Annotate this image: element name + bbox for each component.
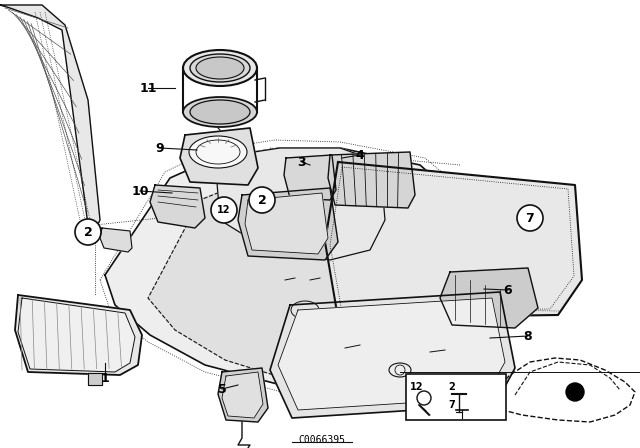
Polygon shape [440,268,538,328]
Circle shape [517,205,543,231]
Polygon shape [0,5,100,240]
Text: 8: 8 [524,329,532,343]
Text: 7: 7 [448,400,455,410]
Polygon shape [215,148,385,260]
Polygon shape [180,128,258,185]
Polygon shape [284,155,336,200]
Text: 6: 6 [504,284,512,297]
Polygon shape [18,298,135,372]
Ellipse shape [190,100,250,124]
Bar [406,374,506,420]
Polygon shape [100,228,132,252]
Ellipse shape [183,50,257,86]
Text: C0066395: C0066395 [298,435,346,445]
Polygon shape [105,148,470,390]
Polygon shape [150,185,205,228]
Text: 4: 4 [356,148,364,161]
Text: 11: 11 [140,82,157,95]
Text: 7: 7 [525,211,534,224]
Polygon shape [238,188,338,260]
Text: 5: 5 [218,383,227,396]
Ellipse shape [183,97,257,127]
Circle shape [249,187,275,213]
Polygon shape [218,368,268,422]
Polygon shape [15,295,142,375]
Text: 2: 2 [448,382,455,392]
Text: 12: 12 [217,205,231,215]
Ellipse shape [196,57,244,79]
Ellipse shape [190,54,250,82]
Text: 3: 3 [298,155,307,168]
Polygon shape [245,193,328,254]
Text: 2: 2 [258,194,266,207]
Polygon shape [328,152,415,208]
Ellipse shape [189,136,247,168]
Text: 10: 10 [131,185,148,198]
Text: 1: 1 [100,371,109,384]
Circle shape [75,219,101,245]
Text: 2: 2 [84,225,92,238]
Polygon shape [270,292,515,418]
Text: 12: 12 [410,382,424,392]
Polygon shape [278,298,505,410]
Polygon shape [148,168,430,380]
Polygon shape [88,373,102,385]
Circle shape [566,383,584,401]
Circle shape [211,197,237,223]
Polygon shape [222,372,263,418]
Text: 9: 9 [156,142,164,155]
Polygon shape [325,162,582,318]
